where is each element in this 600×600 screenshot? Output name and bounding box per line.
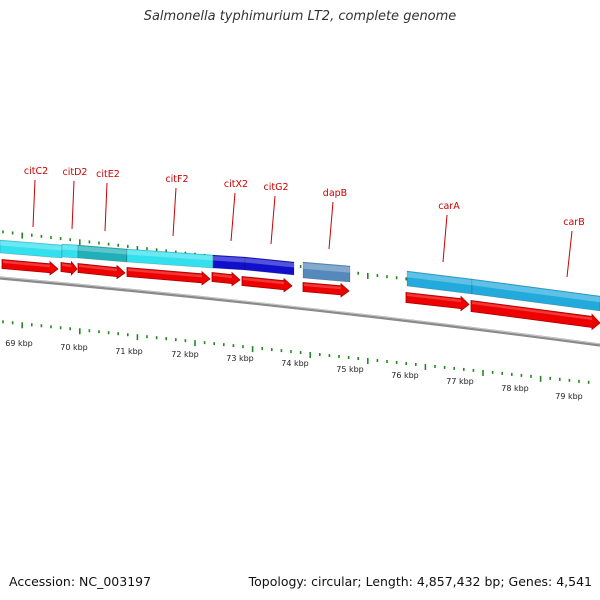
gene-labels: citC2 citD2 citE2 citF2 citX2 citG2 dapB carA ca… — [24, 166, 585, 278]
kbp-label: 73 kbp — [226, 354, 254, 363]
feature-bar-highlight — [78, 246, 127, 255]
gene-leader-line — [270, 195, 276, 245]
cds-arrow-highlight — [128, 268, 202, 278]
cds-arrow — [60, 260, 78, 276]
cds-arrow — [470, 300, 600, 331]
gene-leader-line — [172, 187, 177, 237]
kbp-label: 74 kbp — [281, 359, 309, 368]
kbp-label: 69 kbp — [5, 339, 33, 348]
cds-arrow — [77, 263, 126, 280]
gene-label-citC2: citC2 — [24, 166, 48, 177]
feature-bar — [244, 256, 295, 276]
kbp-label: 78 kbp — [501, 384, 529, 393]
cds-arrow-highlight — [407, 293, 461, 303]
cds-arrow — [211, 271, 241, 287]
gene-label-carA: carA — [438, 201, 460, 212]
inner-tick-ring — [2, 320, 590, 384]
cds-arrow-highlight — [304, 283, 341, 290]
feature-bar — [0, 239, 63, 259]
kbp-labels: 69 kbp 70 kbp 71 kbp 72 kbp 73 kbp 74 kbp 75 k… — [5, 339, 583, 401]
gene-leader-line — [71, 180, 75, 230]
gene-label-carB: carB — [563, 217, 584, 228]
cds-arrow-highlight — [213, 273, 232, 279]
feature-bar-highlight — [303, 263, 350, 273]
genome-backbone — [0, 276, 600, 347]
cds-arrow — [302, 282, 350, 298]
feature-bar-highlight — [213, 256, 245, 263]
gene-leader-line — [566, 230, 573, 278]
gene-leader-line — [328, 201, 334, 250]
cds-arrow-highlight — [62, 263, 72, 268]
feature-bar — [471, 278, 600, 312]
kbp-label: 72 kbp — [171, 350, 199, 359]
kbp-label: 77 kbp — [446, 377, 474, 386]
feature-bar-highlight — [0, 241, 62, 251]
kbp-label: 75 kbp — [336, 365, 364, 374]
gene-label-dapB: dapB — [323, 188, 347, 199]
backbone-highlight — [0, 276, 600, 345]
kbp-label: 71 kbp — [115, 347, 143, 356]
feature-bars — [0, 239, 600, 312]
feature-bar-highlight — [472, 280, 600, 303]
gene-label-citG2: citG2 — [264, 182, 289, 193]
cds-arrow-highlight — [243, 277, 284, 285]
cds-arrow — [126, 267, 211, 286]
accession-text: Accession: NC_003197 — [9, 574, 152, 589]
gene-label-citE2: citE2 — [96, 169, 120, 180]
topology-summary: Topology: circular; Length: 4,857,432 bp… — [248, 574, 592, 589]
feature-bar-highlight — [62, 245, 78, 251]
feature-bar-highlight — [245, 258, 294, 268]
kbp-label: 79 kbp — [555, 392, 583, 401]
gene-leader-line — [104, 182, 108, 232]
gene-label-citX2: citX2 — [224, 179, 248, 190]
kbp-label: 70 kbp — [60, 343, 88, 352]
cds-arrow — [405, 292, 470, 312]
feature-bar-highlight — [127, 250, 213, 261]
gene-label-citF2: citF2 — [165, 174, 188, 185]
cds-arrow — [241, 276, 293, 293]
cds-arrow-highlight — [472, 301, 592, 320]
cds-arrow-highlight — [3, 260, 50, 268]
backbone-line — [0, 276, 600, 347]
cds-arrows — [1, 259, 600, 331]
gene-leader-line — [442, 214, 448, 263]
gene-leader-line — [32, 179, 36, 228]
kbp-label: 76 kbp — [391, 371, 419, 380]
cds-arrow — [1, 259, 59, 276]
gene-leader-line — [230, 192, 236, 242]
feature-bar — [302, 261, 351, 283]
feature-bar-highlight — [407, 272, 472, 286]
map-title: Salmonella typhimurium LT2, complete gen… — [143, 9, 457, 24]
gene-label-citD2: citD2 — [63, 167, 88, 178]
cds-arrow-highlight — [79, 264, 117, 272]
